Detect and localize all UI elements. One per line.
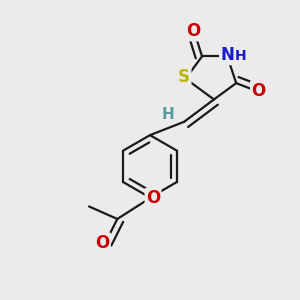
Text: H: H bbox=[235, 49, 247, 63]
Text: O: O bbox=[146, 189, 160, 207]
Text: O: O bbox=[251, 82, 266, 100]
Text: N: N bbox=[220, 46, 234, 64]
Text: H: H bbox=[161, 107, 174, 122]
Text: O: O bbox=[186, 22, 200, 40]
Text: S: S bbox=[178, 68, 190, 86]
Text: O: O bbox=[95, 234, 110, 252]
